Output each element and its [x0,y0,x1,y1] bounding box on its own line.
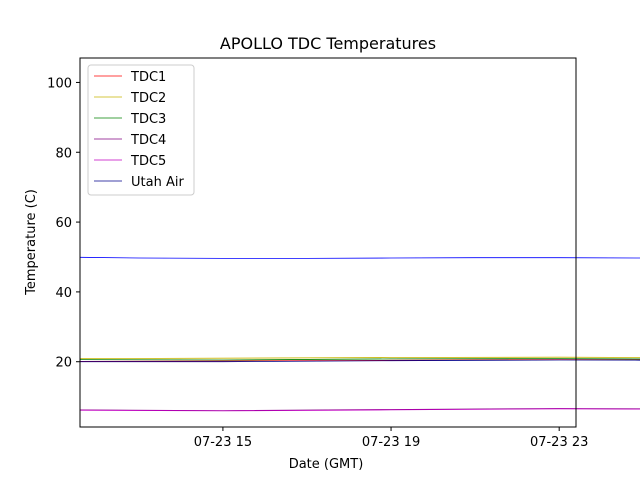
series-layer [79,256,640,412]
legend-label: Utah Air [131,175,184,190]
plot-frame [79,57,577,428]
series-line-tdc2 [79,356,640,360]
series-line-unnamed-6 [79,256,640,259]
y-tick-label: 80 [55,146,72,161]
series-line-utah-air [80,359,640,363]
legend-box [87,64,195,196]
y-tick-label: 100 [47,76,72,91]
y-axis-label: Temperature (C) [24,189,39,296]
legend-label: TDC1 [130,70,166,85]
legend: TDC1 TDC2 TDC3 TDC4 TDC5 Utah Air [87,64,195,196]
x-tick-label: 07-23 23 [530,435,588,450]
legend-label: TDC2 [130,91,166,106]
x-axis-label: Date (GMT) [289,457,364,472]
chart-title: APOLLO TDC Temperatures [220,34,436,53]
legend-label: TDC3 [130,112,166,127]
series-line-tdc1 [79,359,640,362]
y-tick-label: 40 [55,286,72,301]
series-line-tdc5 [79,408,640,412]
x-tick-label: 07-23 15 [194,435,252,450]
x-tick-label: 07-23 19 [362,435,420,450]
legend-label: TDC5 [130,154,166,169]
y-tick-label: 60 [55,216,72,231]
series-line-tdc3 [79,358,640,361]
y-tick-label: 20 [55,356,72,371]
legend-label: TDC4 [130,133,166,148]
